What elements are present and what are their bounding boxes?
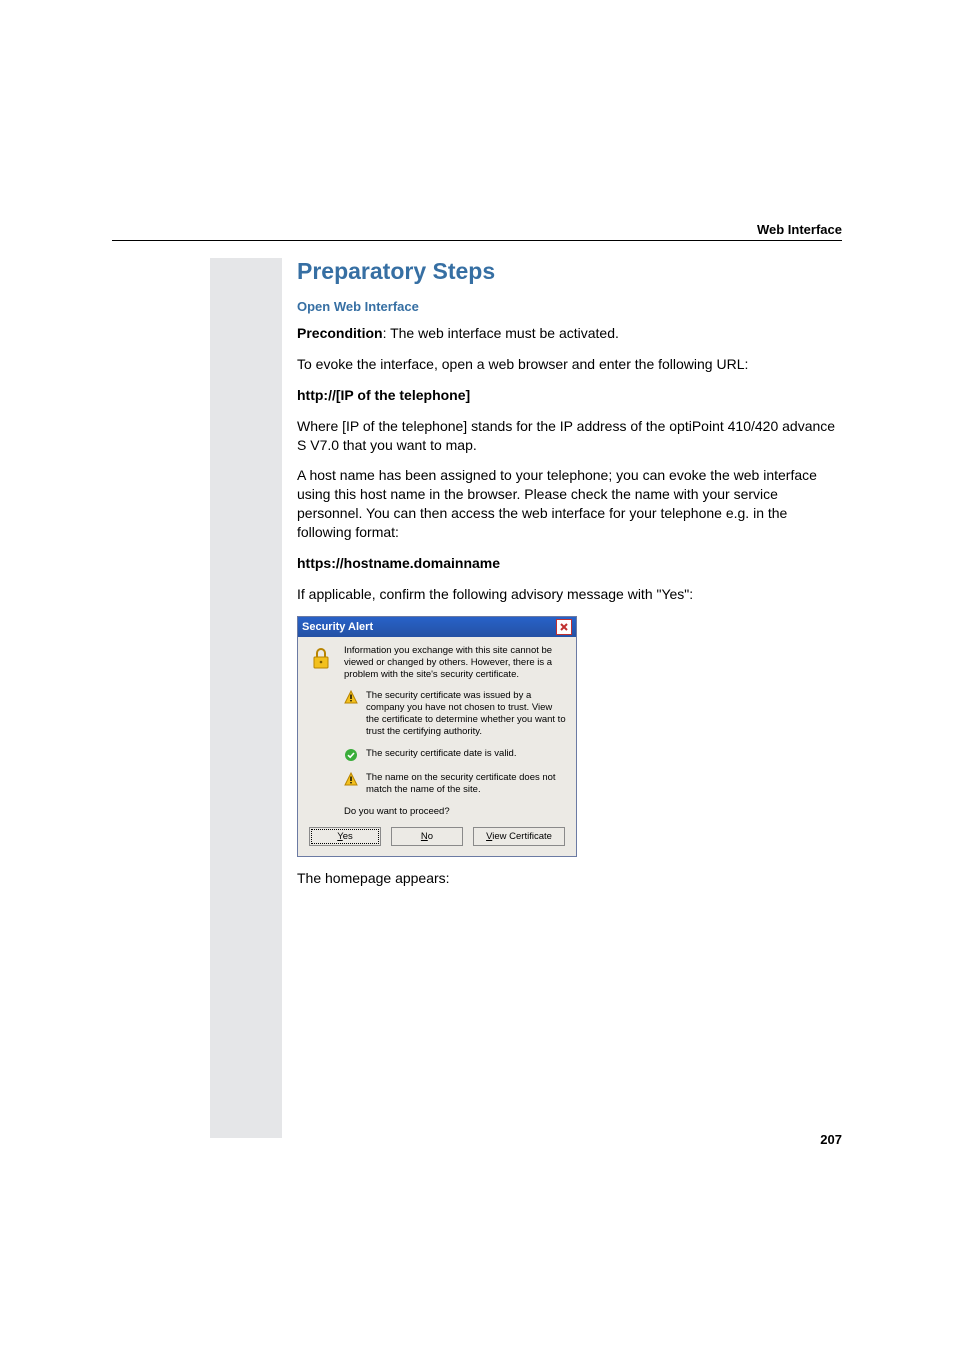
section-subheading: Open Web Interface (297, 299, 843, 314)
header-rule (112, 240, 842, 241)
evoke-text: To evoke the interface, open a web brows… (297, 355, 843, 374)
dialog-item-3: The name on the security certificate doe… (366, 772, 566, 796)
where-text: Where [IP of the telephone] stands for t… (297, 417, 843, 455)
dialog-item-1-row: The security certificate was issued by a… (344, 690, 566, 738)
page: Web Interface Preparatory Steps Open Web… (0, 0, 954, 1351)
dialog-proceed-text: Do you want to proceed? (344, 806, 566, 817)
dialog-item-3-row: The name on the security certificate doe… (344, 772, 566, 796)
precondition-line: Precondition: The web interface must be … (297, 324, 843, 343)
precondition-text: : The web interface must be activated. (383, 325, 619, 341)
dialog-intro-text: Information you exchange with this site … (344, 645, 566, 681)
confirm-text: If applicable, confirm the following adv… (297, 585, 843, 604)
dialog-titlebar: Security Alert (298, 617, 576, 637)
dialog-item-1: The security certificate was issued by a… (366, 690, 566, 738)
no-button[interactable]: No (391, 827, 463, 846)
url-example-1: http://[IP of the telephone] (297, 386, 843, 405)
precondition-label: Precondition (297, 325, 383, 341)
dialog-title-text: Security Alert (302, 621, 373, 633)
dialog-button-row: Yes No View Certificate (308, 827, 566, 846)
close-icon[interactable] (556, 619, 572, 635)
content-column: Preparatory Steps Open Web Interface Pre… (297, 258, 843, 900)
warning-triangle-icon (344, 772, 358, 786)
dialog-item-2: The security certificate date is valid. (366, 748, 566, 760)
page-title: Preparatory Steps (297, 258, 843, 285)
url-example-2: https://hostname.domainname (297, 554, 843, 573)
page-number: 207 (820, 1132, 842, 1147)
hostname-text: A host name has been assigned to your te… (297, 466, 843, 542)
running-header: Web Interface (757, 222, 842, 237)
check-circle-icon (344, 748, 358, 762)
security-alert-dialog: Security Alert Information you exchange … (297, 616, 577, 857)
dialog-intro-row: Information you exchange with this site … (308, 645, 566, 681)
warning-triangle-icon (344, 690, 358, 704)
dialog-body: Information you exchange with this site … (298, 637, 576, 856)
yes-button[interactable]: Yes (309, 827, 381, 846)
sidebar-grey-strip (210, 258, 282, 1138)
dialog-item-2-row: The security certificate date is valid. (344, 748, 566, 762)
view-certificate-button[interactable]: View Certificate (473, 827, 565, 846)
lock-warning-icon (308, 645, 336, 676)
homepage-text: The homepage appears: (297, 869, 843, 888)
